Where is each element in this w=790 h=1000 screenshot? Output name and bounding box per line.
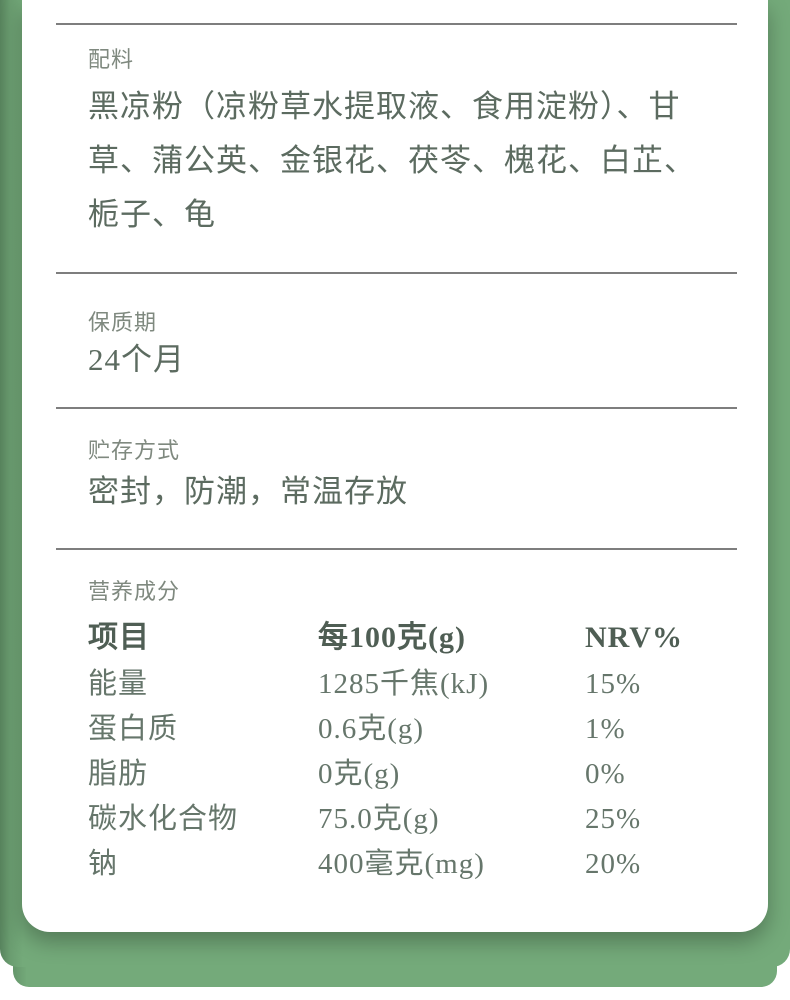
nutrient-name: 脂肪 [88, 758, 149, 790]
nutrient-nrv: 25% [585, 803, 642, 835]
ingredients-label: 配料 [88, 47, 135, 72]
nutrition-header-per100g: 每100克(g) [318, 621, 466, 654]
nutrition-row-fat: 脂肪 0克(g) 0% [22, 756, 768, 796]
nutrition-header-row: 项目 每100克(g) NRV% [22, 620, 768, 660]
nutrient-amount: 400毫克(mg) [318, 848, 485, 880]
shelf-life-text: 24个月 [88, 342, 185, 377]
nutrition-row-carbohydrate: 碳水化合物 75.0克(g) 25% [22, 801, 768, 841]
nutrition-row-sodium: 钠 400毫克(mg) 20% [22, 846, 768, 886]
nutrition-header-nrv: NRV% [585, 621, 683, 654]
nutrient-nrv: 0% [585, 758, 626, 790]
nutrient-amount: 0克(g) [318, 758, 401, 790]
section-divider [56, 407, 737, 409]
nutrient-amount: 75.0克(g) [318, 803, 440, 835]
section-divider [56, 272, 737, 274]
section-divider [56, 23, 737, 25]
nutrient-nrv: 15% [585, 668, 642, 700]
ingredients-text: 黑凉粉（凉粉草水提取液、食用淀粉）、甘 草、蒲公英、金银花、茯苓、槐花、白芷、 … [88, 89, 696, 232]
nutrient-amount: 0.6克(g) [318, 713, 425, 745]
nutrition-label: 营养成分 [88, 579, 181, 604]
storage-label: 贮存方式 [88, 438, 181, 463]
nutrient-name: 碳水化合物 [88, 803, 239, 835]
nutrient-name: 蛋白质 [88, 713, 179, 745]
shelf-life-label: 保质期 [88, 310, 158, 335]
nutrient-name: 能量 [88, 668, 149, 700]
nutrition-row-protein: 蛋白质 0.6克(g) 1% [22, 711, 768, 751]
nutrient-nrv: 20% [585, 848, 642, 880]
nutrient-amount: 1285千焦(kJ) [318, 668, 490, 700]
product-info-card: 配料 黑凉粉（凉粉草水提取液、食用淀粉）、甘 草、蒲公英、金银花、茯苓、槐花、白… [22, 0, 768, 932]
nutrition-row-energy: 能量 1285千焦(kJ) 15% [22, 666, 768, 706]
nutrient-nrv: 1% [585, 713, 626, 745]
section-divider [56, 548, 737, 550]
nutrition-header-item: 项目 [88, 621, 150, 654]
storage-text: 密封，防潮，常温存放 [88, 474, 408, 509]
nutrient-name: 钠 [88, 848, 119, 880]
